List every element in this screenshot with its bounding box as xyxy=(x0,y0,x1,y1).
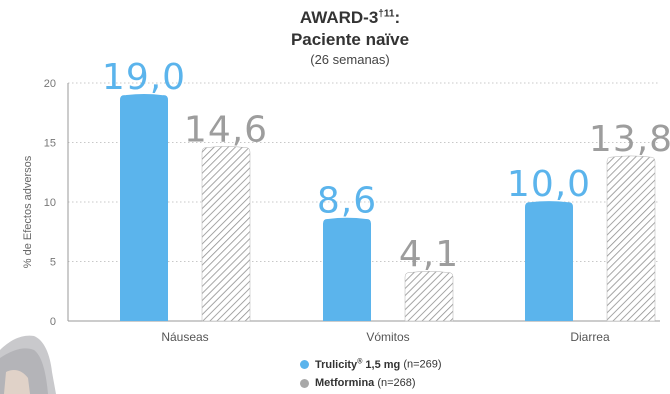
legend-swatch-metformina xyxy=(300,378,309,388)
legend-swatch-trulicity xyxy=(300,359,309,369)
data-label: 10,0 xyxy=(507,164,591,205)
y-tick-label: 15 xyxy=(44,138,56,150)
y-tick-label: 5 xyxy=(50,257,56,269)
x-tick-label: Diarrea xyxy=(570,330,610,344)
x-tick-label: Vómitos xyxy=(366,330,409,344)
bar-metformina xyxy=(606,155,656,322)
y-axis-title: % de Efectos adversos xyxy=(22,155,34,268)
bar-trulicity xyxy=(525,201,573,321)
y-tick-label: 0 xyxy=(50,316,56,328)
bar-metformina xyxy=(404,271,454,322)
data-label: 8,6 xyxy=(317,181,377,222)
photo-fragment xyxy=(0,335,56,394)
x-tick-label: Náuseas xyxy=(161,330,208,344)
legend-item-metformina: Metformina (n=268) xyxy=(300,377,416,389)
legend-item-trulicity: Trulicity® 1,5 mg (n=269) xyxy=(300,358,442,371)
y-tick-label: 10 xyxy=(44,197,56,209)
chart-title: AWARD-3†11: xyxy=(299,8,401,27)
bar-trulicity xyxy=(323,217,371,321)
chart-subtitle: Paciente naïve xyxy=(290,30,410,49)
legend-label-trulicity: Trulicity® 1,5 mg xyxy=(315,358,401,371)
legend-label-metformina: Metformina xyxy=(315,377,375,389)
data-label: 14,6 xyxy=(184,109,268,150)
data-label: 13,8 xyxy=(589,119,670,160)
legend-n-metformina: (n=268) xyxy=(374,377,416,389)
y-tick-label: 20 xyxy=(44,78,56,90)
legend-n-trulicity: (n=269) xyxy=(400,358,442,371)
data-label: 19,0 xyxy=(102,57,186,98)
data-label: 4,1 xyxy=(399,234,459,275)
chart-period: (26 semanas) xyxy=(310,52,390,67)
bar-metformina xyxy=(201,146,251,322)
bar-trulicity xyxy=(120,94,168,321)
